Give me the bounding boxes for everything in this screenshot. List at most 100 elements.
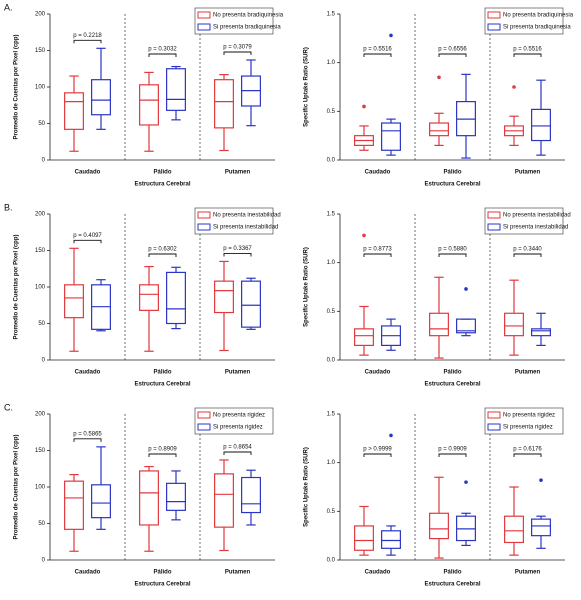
p-bracket [223, 51, 252, 55]
legend-swatch [487, 11, 501, 19]
p-value: p = 0.8909 [148, 447, 177, 453]
legend-label: Si presenta bradiquinesia [213, 25, 281, 31]
box [64, 92, 84, 130]
p-bracket [438, 453, 467, 457]
box [241, 476, 261, 514]
legend-label: No presenta bradiquinesia [503, 13, 574, 19]
box [64, 284, 84, 319]
p-value: p = 0.3367 [223, 246, 252, 252]
y-tick-label: 200 [35, 412, 46, 418]
x-axis-label: Estructura Cerebral [424, 182, 480, 188]
x-tick-label: Putamen [225, 170, 251, 176]
legend-label: Si presenta bradiquinesia [503, 25, 571, 31]
legend-label: No presenta rigidez [213, 413, 265, 419]
p-value: p = 0.5880 [438, 247, 467, 253]
x-tick-label: Caudado [365, 570, 391, 576]
legend-label: Si presenta rigidez [503, 425, 553, 431]
legend-swatch [487, 223, 501, 231]
y-tick-label: 0 [42, 358, 46, 364]
x-axis-label: Estructura Cerebral [424, 582, 480, 588]
x-tick-label: Caudado [365, 170, 391, 176]
p-value: p = 0.8654 [223, 445, 252, 451]
p-bracket [438, 53, 467, 57]
legend-swatch [487, 411, 501, 419]
x-tick-label: Pálido [153, 370, 171, 376]
p-bracket [148, 53, 177, 57]
box [139, 284, 159, 311]
legend-swatch [197, 211, 211, 219]
y-axis-label: Promedio de Cuentas por Pixel (cpp) [14, 434, 20, 539]
legend-label: No presenta inestabilidad [213, 213, 281, 219]
y-tick-label: 1.5 [327, 12, 336, 18]
box [139, 84, 159, 126]
legend-label: No presenta bradiquinesia [213, 13, 284, 19]
p-bracket [363, 453, 392, 457]
box [429, 512, 449, 540]
y-tick-label: 0.5 [327, 109, 336, 115]
p-bracket [73, 239, 102, 244]
y-axis-label: Promedio de Cuentas por Pixel (cpp) [14, 234, 20, 339]
y-tick-label: 100 [35, 85, 46, 91]
p-value: p = 0.3032 [148, 47, 177, 53]
y-tick-label: 100 [35, 485, 46, 491]
y-tick-label: 0.5 [327, 509, 336, 515]
y-tick-label: 1.5 [327, 412, 336, 418]
box [241, 280, 261, 328]
box [166, 482, 186, 511]
box [214, 280, 234, 314]
box [166, 271, 186, 325]
x-tick-label: Putamen [515, 370, 541, 376]
legend-swatch [197, 11, 211, 19]
p-bracket [73, 438, 102, 442]
y-tick-label: 50 [38, 121, 45, 127]
p-value: p = 0.3079 [223, 45, 252, 51]
outlier [362, 233, 366, 238]
legend-label: Si presenta inestabilidad [213, 225, 278, 231]
box [381, 122, 401, 151]
x-tick-label: Caudado [75, 370, 101, 376]
x-tick-label: Putamen [225, 370, 251, 376]
box [504, 312, 524, 337]
y-tick-label: 1.5 [327, 212, 336, 218]
outlier [512, 85, 516, 89]
outlier [437, 75, 441, 80]
x-tick-label: Pálido [153, 170, 171, 176]
box [531, 518, 551, 537]
p-bracket [513, 253, 542, 257]
legend-swatch [487, 211, 501, 219]
p-value: p = 0.2218 [73, 33, 102, 39]
x-axis-label: Estructura Cerebral [134, 582, 190, 588]
box [531, 108, 551, 142]
x-tick-label: Pálido [443, 570, 461, 576]
outlier [362, 104, 366, 109]
box-chart: 0.0 0.5 1.0 1.5 Specific Uptake Ratio (SUR) E… [304, 7, 574, 188]
y-axis-label: Promedio de Cuentas por Pixel (cpp) [14, 34, 20, 139]
legend-label: No presenta rigidez [503, 413, 555, 419]
panel-label: B. [4, 202, 13, 212]
y-tick-label: 0 [42, 558, 46, 564]
box [429, 312, 449, 337]
x-tick-label: Putamen [515, 570, 541, 576]
y-axis-label: Specific Uptake Ratio (SUR) [304, 47, 310, 127]
x-tick-label: Caudado [365, 370, 391, 376]
x-tick-label: Pálido [443, 170, 461, 176]
x-tick-label: Pálido [443, 370, 461, 376]
outlier [389, 33, 393, 38]
box [214, 473, 234, 528]
p-bracket [148, 453, 177, 457]
y-tick-label: 1.0 [327, 260, 336, 266]
y-axis-label: Specific Uptake Ratio (SUR) [304, 247, 310, 327]
legend-label: Si presenta rigidez [213, 425, 263, 431]
outlier [464, 287, 468, 291]
p-value: p = 0.6556 [438, 47, 467, 53]
outlier [389, 433, 393, 438]
box [64, 480, 84, 530]
y-tick-label: 50 [38, 521, 45, 527]
y-tick-label: 0.0 [327, 158, 336, 164]
y-tick-label: 200 [35, 212, 46, 218]
box [91, 79, 111, 116]
p-value: p = 0.4097 [73, 233, 102, 239]
x-tick-label: Putamen [225, 570, 251, 576]
legend-swatch [197, 423, 211, 431]
